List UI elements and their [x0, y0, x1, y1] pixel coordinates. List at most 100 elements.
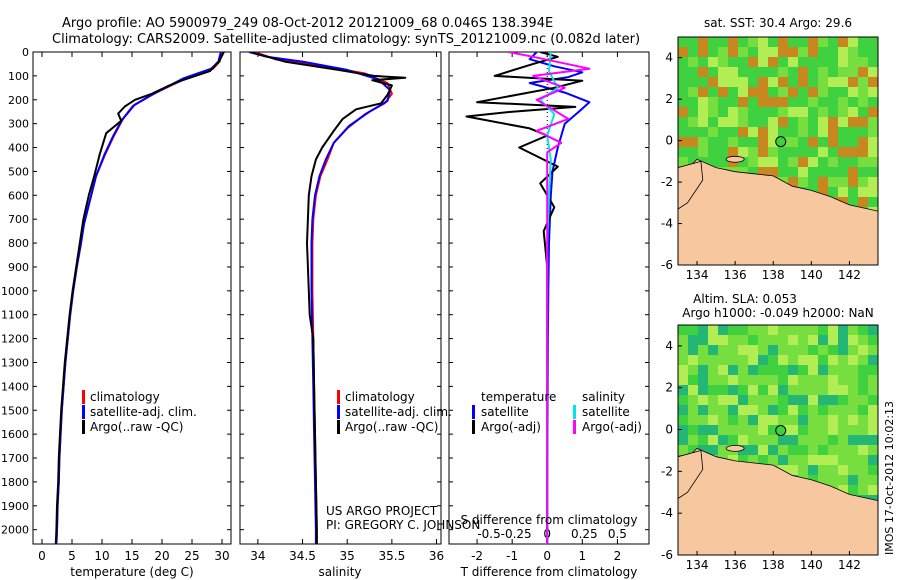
map-x-tick-label: 140 [800, 558, 823, 572]
map-x-tick-label: 142 [838, 268, 861, 282]
field-cell [868, 365, 878, 375]
field-cell [748, 77, 758, 87]
field-cell [728, 435, 738, 445]
field-cell [788, 177, 798, 187]
temperature-x-axis: 0 5 10 15 20 25 30 [38, 52, 230, 563]
field-cell [718, 375, 728, 385]
field-cell [818, 137, 828, 147]
field-cell [778, 77, 788, 87]
field-cell [738, 355, 748, 365]
field-cell [848, 345, 858, 355]
field-cell [748, 415, 758, 425]
field-cell [848, 67, 858, 77]
field-cell [698, 97, 708, 107]
field-cell [868, 37, 878, 47]
field-cell [748, 345, 758, 355]
field-cell [808, 127, 818, 137]
field-cell [868, 147, 878, 157]
depth-tick-label: 1600 [1, 428, 29, 441]
field-cell [768, 157, 778, 167]
field-cell [788, 325, 798, 335]
field-cell [718, 117, 728, 127]
field-cell [698, 137, 708, 147]
field-cell [748, 117, 758, 127]
field-cell [838, 187, 848, 197]
legend-swatch-s-satellite [573, 405, 576, 419]
field-cell [868, 177, 878, 187]
field-cell [828, 167, 838, 177]
field-cell [858, 177, 868, 187]
field-cell [828, 127, 838, 137]
island [725, 444, 745, 452]
difference-x-axis: -2 -1 0 1 2-0.5 -0.25 0 0.25 0.5 [471, 52, 627, 563]
field-cell [858, 127, 868, 137]
difference-legend: temperature salinity satellite Argo(-adj… [472, 390, 642, 434]
field-cell [758, 147, 768, 157]
profile-location-marker [775, 136, 787, 148]
field-cell [708, 97, 718, 107]
field-cell [728, 47, 738, 57]
salinity-plot-frame [239, 51, 442, 545]
field-cell [858, 117, 868, 127]
field-cell [798, 405, 808, 415]
s-diff-tick-label: -0.25 [501, 527, 532, 541]
field-cell [778, 375, 788, 385]
map-x-tick-label: 134 [686, 268, 709, 282]
map-y-tick-label: -2 [661, 175, 673, 189]
field-cell [858, 485, 868, 495]
field-cell [848, 147, 858, 157]
land-mass [678, 158, 878, 265]
depth-tick-label: 1400 [1, 380, 29, 393]
field-cell [848, 375, 858, 385]
field-cell [758, 127, 768, 137]
field-cell [838, 465, 848, 475]
field-cell [698, 345, 708, 355]
field-cell [818, 157, 828, 167]
field-cell [708, 67, 718, 77]
field-cell [808, 117, 818, 127]
field-cell [788, 157, 798, 167]
difference-plot-frame [448, 51, 650, 545]
map-x-tick-label: 138 [762, 558, 785, 572]
depth-tick-label: 800 [8, 237, 29, 250]
field-cell [748, 365, 758, 375]
field-cell [778, 57, 788, 67]
legend-swatch-satellite [82, 405, 85, 419]
field-cell [708, 345, 718, 355]
field-cell [798, 177, 808, 187]
depth-tick-label: 1200 [1, 333, 29, 346]
field-cell [868, 117, 878, 127]
field-cell [768, 365, 778, 375]
field-cell [718, 147, 728, 157]
field-cell [808, 47, 818, 57]
field-cell [868, 425, 878, 435]
field-cell [848, 405, 858, 415]
field-cell [768, 335, 778, 345]
field-cell [798, 425, 808, 435]
x-tick-label: -2 [471, 549, 483, 563]
field-cell [818, 375, 828, 385]
legend-swatch-t-argo [472, 420, 475, 434]
field-cell [868, 415, 878, 425]
title-line-1: Argo profile: AO 5900979_249 08-Oct-2012… [62, 16, 553, 31]
field-cell [868, 127, 878, 137]
field-cell [858, 97, 868, 107]
sst-map-frame [677, 36, 879, 266]
field-cell [748, 47, 758, 57]
field-cell [678, 67, 688, 77]
field-cell [738, 127, 748, 137]
field-cell [738, 325, 748, 335]
field-cell [848, 325, 858, 335]
salinity-x-axis: 34 34.5 35 35.5 36 [250, 52, 444, 563]
field-cell [838, 167, 848, 177]
field-cell [708, 395, 718, 405]
field-cell [848, 395, 858, 405]
field-cell [848, 37, 858, 47]
field-cell [848, 475, 858, 485]
legend-label-argo: Argo(..raw -QC) [345, 420, 438, 434]
legend-label-t-argo: Argo(-adj) [481, 420, 541, 434]
field-cell [828, 37, 838, 47]
legend-label-t-satellite: satellite [481, 405, 529, 419]
field-cell [778, 445, 788, 455]
field-cell [678, 137, 688, 147]
